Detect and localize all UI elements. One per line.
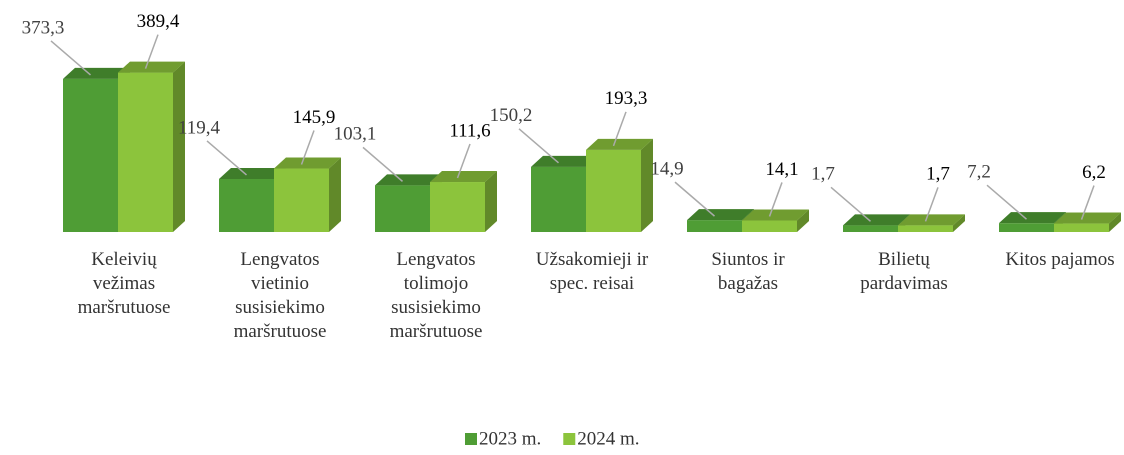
leader-line <box>456 143 471 179</box>
x-tick-label: Lengvatos tolimojo susisiekimo maršrutuo… <box>389 249 483 342</box>
bar-top-shade <box>687 209 754 221</box>
bar-side-shade <box>329 157 341 232</box>
legend-swatch <box>465 433 477 445</box>
bar-top-shade <box>274 157 341 169</box>
bar-side-shade <box>641 138 653 232</box>
bar <box>999 223 1054 232</box>
bar-top-shade <box>586 138 653 150</box>
bar <box>898 225 953 232</box>
bar <box>118 72 173 232</box>
bar-side <box>329 157 341 232</box>
bar <box>1054 223 1109 232</box>
bar-top-shade <box>531 155 598 167</box>
x-tick-label: Siuntos ir bagažas <box>711 249 785 294</box>
bar <box>586 149 641 232</box>
x-tick-label: Bilietų pardavimas <box>860 249 948 294</box>
value-label: 119,4 <box>178 117 221 138</box>
leader-line <box>986 184 1027 220</box>
bar <box>375 185 430 232</box>
bar <box>219 178 274 232</box>
value-label: 6,2 <box>1082 162 1106 183</box>
value-label: 1,7 <box>926 164 950 185</box>
value-label: 193,3 <box>605 88 648 109</box>
bar-side-shade <box>953 214 965 232</box>
bar-top-shade <box>742 209 809 221</box>
leader-line <box>768 182 783 217</box>
bar-top-shade <box>118 61 185 73</box>
x-tick-label: Keleivių vežimas maršrutuose <box>77 249 171 318</box>
bar-side <box>1109 212 1121 232</box>
leader-line <box>144 34 159 69</box>
bar-top <box>375 174 442 186</box>
bar <box>742 220 797 232</box>
bar <box>843 225 898 232</box>
bar-top <box>898 214 965 226</box>
legend-label: 2023 m. <box>479 428 541 449</box>
leader-line <box>362 146 403 182</box>
bar-top-shade <box>219 167 286 179</box>
bar-top-shade <box>999 212 1066 224</box>
leader-line <box>1080 185 1095 220</box>
bar-top <box>999 212 1066 224</box>
bar-side <box>485 171 497 232</box>
bar-top <box>63 67 130 79</box>
bar <box>63 78 118 232</box>
bar <box>687 220 742 232</box>
bar-top <box>843 214 910 226</box>
bar-side-shade <box>173 61 185 232</box>
value-label: 373,3 <box>22 17 65 38</box>
value-label: 103,1 <box>334 124 377 145</box>
bar-side <box>953 214 965 232</box>
leader-line <box>924 187 939 222</box>
bar-top <box>586 138 653 150</box>
bar-side-shade <box>485 171 497 232</box>
bar-top-shade <box>1054 212 1121 224</box>
leader-line <box>830 186 871 222</box>
bar-top <box>430 171 497 183</box>
x-tick-label: Užsakomieji ir spec. reisai <box>535 249 649 294</box>
bar-top <box>118 61 185 73</box>
x-tick-label: Kitos pajamos <box>1005 249 1115 270</box>
bar-side <box>173 61 185 232</box>
bar <box>531 166 586 232</box>
x-tick-label: Lengvatos vietinio susisiekimo maršrutuo… <box>233 249 327 342</box>
leader-line <box>612 111 627 147</box>
bar-top-shade <box>63 67 130 79</box>
legend-label: 2024 m. <box>577 428 639 449</box>
bar-side-shade <box>797 209 809 232</box>
bar <box>274 168 329 232</box>
legend-swatch <box>563 433 576 445</box>
value-label: 389,4 <box>137 11 180 32</box>
value-label: 1,7 <box>811 164 835 185</box>
value-label: 145,9 <box>293 107 336 128</box>
leader-line <box>50 40 91 76</box>
leader-line <box>206 140 247 176</box>
bar-top <box>531 155 598 167</box>
bar-side <box>797 209 809 232</box>
leader-line <box>674 181 715 217</box>
bar-top-shade <box>898 214 965 226</box>
bar-top <box>1054 212 1121 224</box>
leader-line <box>518 128 559 164</box>
bar-top-shade <box>430 171 497 183</box>
bar-top-shade <box>843 214 910 226</box>
value-label: 7,2 <box>967 162 991 183</box>
bar-top <box>219 167 286 179</box>
value-label: 111,6 <box>449 120 490 141</box>
bar <box>430 182 485 232</box>
leader-line <box>300 130 315 165</box>
value-label: 14,1 <box>765 159 798 180</box>
bar-top-shade <box>375 174 442 186</box>
bar-top <box>274 157 341 169</box>
bar-side-shade <box>1109 212 1121 232</box>
bar-top <box>742 209 809 221</box>
bar-side <box>641 138 653 232</box>
value-label: 14,9 <box>650 158 683 179</box>
bar-top <box>687 209 754 221</box>
value-label: 150,2 <box>490 105 533 126</box>
